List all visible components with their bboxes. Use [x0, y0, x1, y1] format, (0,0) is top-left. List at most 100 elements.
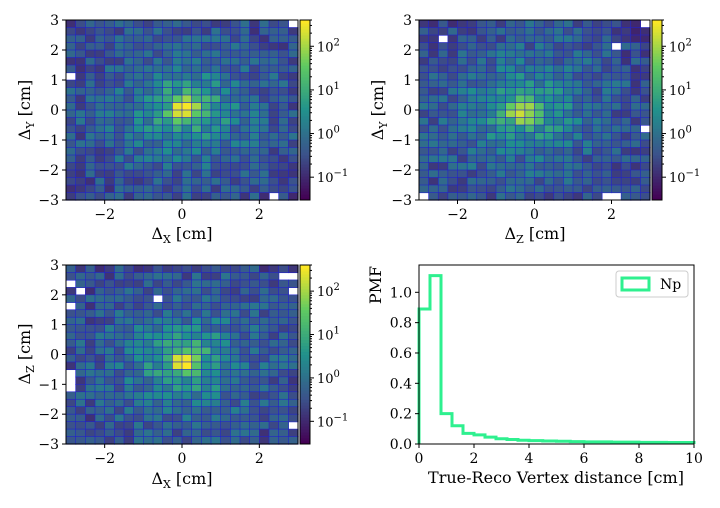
heatmap-cell [268, 19, 280, 29]
heatmap-cell [268, 124, 280, 134]
heatmap-cell [457, 19, 468, 29]
heatmap-cell [191, 94, 202, 104]
colorbar-segment [652, 71, 662, 75]
heatmap-cell [143, 117, 154, 126]
colorbar-segment [300, 32, 310, 36]
heatmap-cell [162, 34, 173, 44]
heatmap-cell [278, 354, 289, 363]
heatmap-cell [162, 428, 173, 438]
heatmap-cell [288, 413, 299, 423]
heatmap-cell [201, 49, 212, 59]
heatmap-cell [75, 391, 86, 400]
heatmap-cell [201, 384, 212, 393]
heatmap-cell [476, 94, 487, 104]
heatmap-cell [210, 162, 222, 171]
colorbar-segment [652, 179, 662, 183]
heatmap-cell [85, 287, 96, 296]
heatmap-cell [162, 27, 173, 36]
colorbar-segment [300, 59, 310, 63]
heatmap-cell [534, 72, 545, 81]
heatmap-cell [172, 147, 183, 156]
heatmap-cell [123, 169, 135, 179]
heatmap-cell [191, 287, 202, 296]
heatmap-cell [230, 413, 241, 423]
heatmap-cell [620, 57, 632, 66]
heatmap-cell [123, 139, 135, 149]
heatmap-cell [259, 421, 270, 430]
heatmap-cell [210, 132, 222, 141]
heatmap-cell [249, 346, 260, 356]
heatmap-cell [220, 102, 231, 111]
heatmap-cell [104, 287, 115, 296]
heatmap-cell [514, 147, 526, 156]
heatmap-cell [418, 124, 430, 134]
heatmap-cell [133, 94, 144, 104]
heatmap-cell [268, 64, 280, 74]
heatmap-cell [476, 117, 487, 126]
heatmap-cell [230, 316, 241, 326]
heatmap-cell [201, 301, 212, 311]
heatmap-cell [288, 406, 299, 415]
heatmap-cell [123, 147, 135, 156]
heatmap-cell [268, 391, 280, 400]
heatmap-cell [143, 19, 154, 29]
heatmap-cell [514, 184, 526, 194]
heatmap-cell [172, 376, 183, 385]
colorbar-segment [300, 345, 310, 350]
heatmap-cell [259, 279, 270, 288]
heatmap-cell [191, 331, 202, 341]
heatmap-cell [601, 64, 613, 74]
heatmap-cell [191, 124, 202, 134]
heatmap-cell [249, 169, 260, 179]
heatmap-cell [162, 406, 173, 415]
heatmap-cell [133, 287, 144, 296]
heatmap-cell [268, 184, 280, 194]
heatmap-cell [162, 287, 173, 296]
colorbar-segment [300, 306, 310, 311]
heatmap-cell [201, 272, 212, 281]
heatmap-cell [428, 154, 439, 164]
heatmap-cell [75, 27, 86, 36]
heatmap-cell [75, 339, 86, 348]
heatmap-cell [133, 354, 144, 363]
colorbar-segment [300, 279, 310, 284]
heatmap-cell [181, 169, 193, 179]
heatmap-cell [75, 309, 86, 318]
heatmap-cell [249, 117, 260, 126]
heatmap-cell [505, 102, 516, 111]
heatmap-cell [201, 117, 212, 126]
heatmap-cell [181, 57, 193, 66]
colorbar-segment [300, 366, 310, 370]
heatmap-cell [230, 117, 241, 126]
heatmap-cell [249, 184, 260, 194]
vertex-distance-histogram-panel: 0 2 4 6 8 100.00.20.40.60.81.0 True-Reco Vert… [366, 264, 703, 487]
heatmap-cell [418, 154, 430, 164]
heatmap-cell [563, 57, 574, 66]
heatmap-cell [230, 309, 241, 318]
heatmap-cell [230, 42, 241, 51]
heatmap-cell [278, 309, 289, 318]
heatmap-cell [65, 154, 77, 164]
heatmap-cell [534, 192, 545, 201]
heatmap-cell [268, 346, 280, 356]
heatmap-cell [640, 162, 651, 171]
heatmap-cell [630, 42, 641, 51]
heatmap-cell [162, 162, 173, 171]
heatmap-cell [249, 102, 260, 111]
heatmap-cell [543, 64, 555, 74]
heatmap-cell [104, 132, 115, 141]
heatmap-cell [191, 436, 202, 445]
heatmap-cell [104, 34, 115, 44]
heatmap-cell [104, 331, 115, 341]
heatmap-cell [143, 398, 154, 408]
heatmap-cell [123, 294, 135, 303]
colorbar-segment [652, 65, 662, 69]
heatmap-cell [230, 376, 241, 385]
heatmap-cell [94, 272, 106, 281]
heatmap-cell [104, 316, 115, 326]
heatmap-cell [94, 94, 106, 104]
heatmap-cell [94, 34, 106, 44]
heatmap-cell [428, 192, 439, 201]
colorbar-segment [300, 327, 310, 332]
